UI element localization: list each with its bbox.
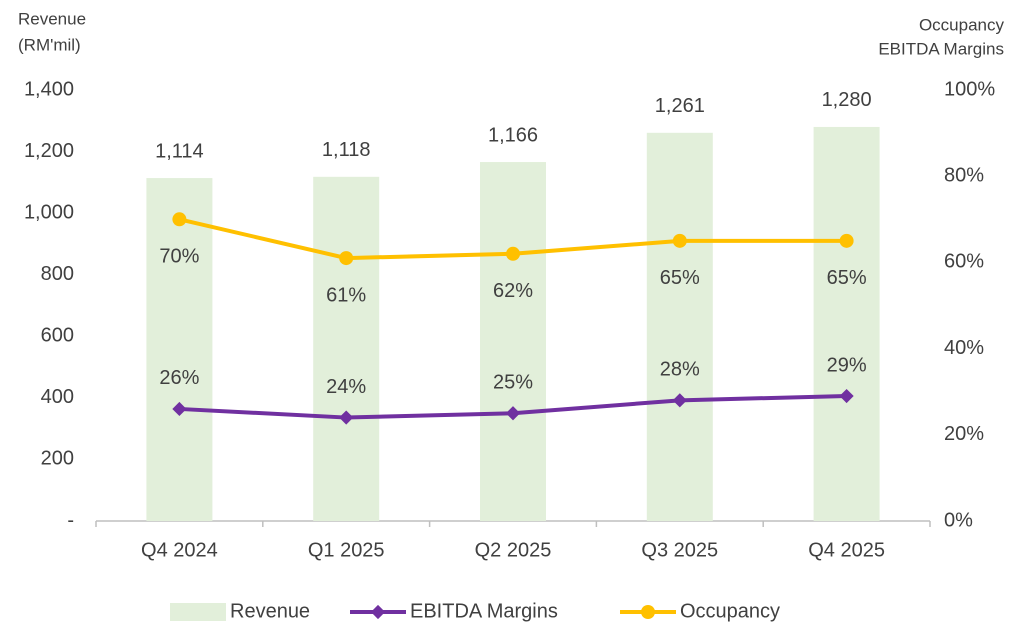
line-marker (672, 393, 687, 408)
y-tick-label: 1,000 (24, 201, 74, 223)
bar (313, 176, 380, 521)
data-label: 29% (827, 354, 867, 376)
y2-tick-label: 100% (944, 78, 995, 100)
y-tick-label: 400 (41, 386, 74, 408)
y2-tick-label: 20% (944, 423, 984, 445)
legend-marker (641, 605, 655, 619)
data-label: 65% (660, 267, 700, 289)
line-marker (339, 410, 354, 425)
y2-tick-label: 40% (944, 337, 984, 359)
x-tick-label: Q4 2025 (808, 539, 885, 561)
line-marker (172, 401, 187, 417)
bar (813, 126, 880, 521)
x-tick-label: Q1 2025 (308, 539, 385, 561)
y2-tick-label: 60% (944, 251, 984, 273)
data-label: 1,261 (655, 95, 705, 117)
bar (646, 132, 713, 521)
y-tick-label: 1,200 (24, 140, 74, 162)
y2-axis-title: Occupancy (919, 15, 1005, 34)
line-marker (672, 233, 687, 248)
data-label: 1,114 (155, 140, 204, 162)
data-label: 28% (660, 359, 700, 381)
y-tick-label: 800 (41, 263, 74, 285)
y-tick-label: 600 (41, 325, 74, 347)
line-marker (839, 388, 854, 404)
data-label: 65% (827, 267, 867, 289)
y-axis-title: (RM'mil) (18, 35, 81, 54)
data-label: 25% (493, 372, 533, 394)
y2-axis-title: EBITDA Margins (878, 39, 1004, 58)
x-tick-label: Q4 2024 (141, 539, 218, 561)
legend-swatch (170, 603, 226, 621)
legend-marker (370, 604, 386, 620)
y2-tick-label: 80% (944, 164, 984, 186)
line-marker (839, 233, 854, 248)
legend-label: Revenue (230, 600, 310, 622)
y-axis-title: Revenue (18, 9, 86, 28)
data-label: 61% (326, 284, 366, 306)
data-label: 1,280 (822, 89, 872, 111)
line-marker (172, 212, 187, 227)
y-tick-label: - (67, 509, 74, 531)
data-label: 24% (326, 376, 366, 398)
x-tick-label: Q2 2025 (475, 539, 552, 561)
data-label: 26% (159, 367, 199, 389)
data-label: 62% (493, 280, 533, 302)
line-marker (339, 251, 354, 266)
legend-label: Occupancy (680, 600, 780, 622)
bar (480, 162, 546, 521)
data-label: 1,118 (322, 139, 371, 161)
bar (146, 178, 213, 521)
line-marker (505, 406, 521, 421)
legend-label: EBITDA Margins (410, 600, 558, 622)
y-tick-label: 1,400 (24, 78, 74, 100)
y2-tick-label: 0% (944, 509, 973, 531)
y-tick-label: 200 (41, 448, 74, 470)
line-marker (506, 246, 520, 261)
data-label: 70% (159, 246, 199, 268)
x-tick-label: Q3 2025 (641, 539, 718, 561)
data-label: 1,166 (488, 124, 538, 146)
